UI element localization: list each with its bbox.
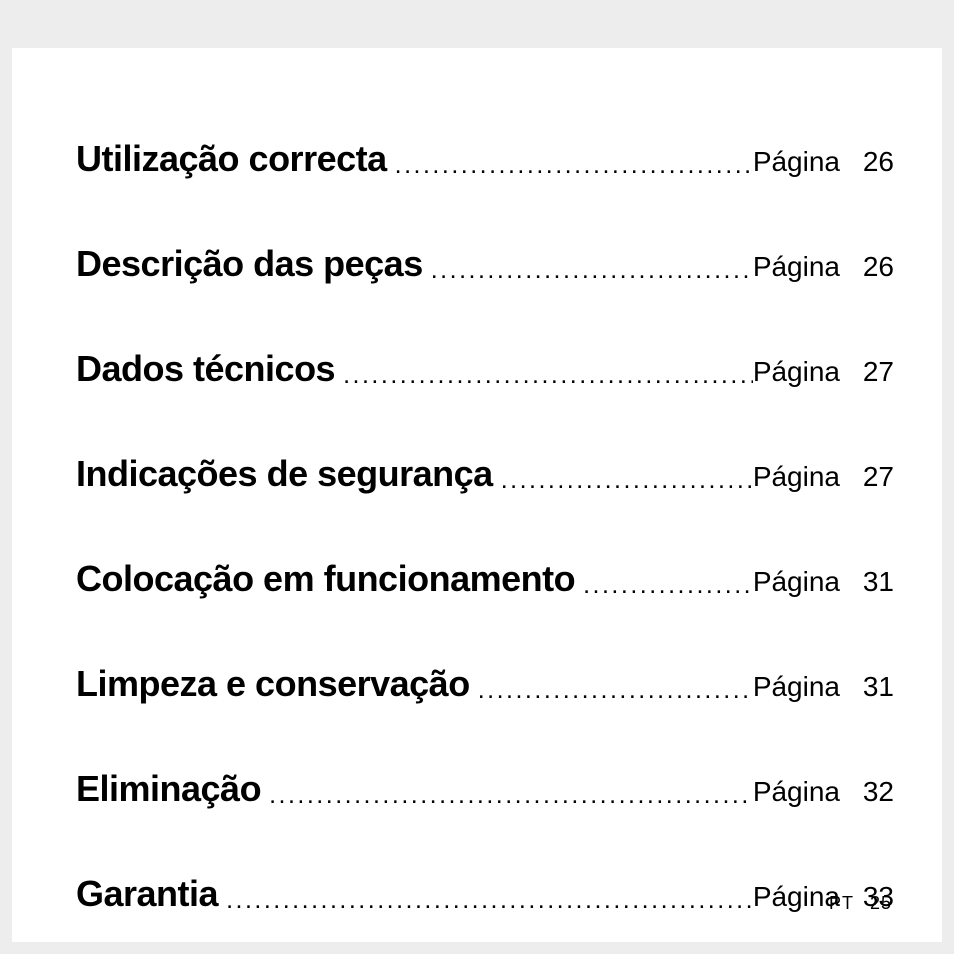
toc-title: Utilização correcta xyxy=(76,138,387,180)
toc-leader-dots xyxy=(387,151,753,180)
toc-leader-dots xyxy=(493,466,753,495)
toc-title: Eliminação xyxy=(76,768,261,810)
page-footer: PT 25 xyxy=(829,893,892,914)
toc-title: Garantia xyxy=(76,873,218,915)
toc-page-number: 31 xyxy=(850,671,894,703)
toc-page-label: Página xyxy=(753,251,850,283)
toc-leader-dots xyxy=(423,256,753,285)
toc-page-label: Página xyxy=(753,671,850,703)
toc-page-number: 26 xyxy=(850,251,894,283)
toc-page-number: 27 xyxy=(850,461,894,493)
toc-row: Colocação em funcionamento Página 31 xyxy=(76,558,894,600)
toc-page-label: Página xyxy=(753,461,850,493)
footer-language-code: PT xyxy=(829,893,864,913)
toc-page-label: Página xyxy=(753,566,850,598)
toc-title: Indicações de segurança xyxy=(76,453,493,495)
toc-row: Indicações de segurança Página 27 xyxy=(76,453,894,495)
toc-row: Garantia Página 33 xyxy=(76,873,894,915)
toc-leader-dots xyxy=(335,361,753,390)
toc-page-number: 27 xyxy=(850,356,894,388)
toc-page-label: Página xyxy=(753,146,850,178)
document-page: Utilização correcta Página 26 Descrição … xyxy=(12,48,942,942)
toc-page-number: 31 xyxy=(850,566,894,598)
toc-row: Dados técnicos Página 27 xyxy=(76,348,894,390)
toc-page-label: Página xyxy=(753,356,850,388)
toc-leader-dots xyxy=(470,676,753,705)
toc-leader-dots xyxy=(575,571,753,600)
toc-row: Utilização correcta Página 26 xyxy=(76,138,894,180)
toc-title: Descrição das peças xyxy=(76,243,423,285)
toc-page-number: 26 xyxy=(850,146,894,178)
toc-title: Colocação em funcionamento xyxy=(76,558,575,600)
toc-leader-dots xyxy=(261,781,753,810)
toc-row: Descrição das peças Página 26 xyxy=(76,243,894,285)
toc-title: Limpeza e conservação xyxy=(76,663,470,705)
toc-leader-dots xyxy=(218,886,753,915)
toc-title: Dados técnicos xyxy=(76,348,335,390)
toc-row: Limpeza e conservação Página 31 xyxy=(76,663,894,705)
footer-page-number: 25 xyxy=(870,893,892,913)
toc-page-label: Página xyxy=(753,776,850,808)
toc-page-number: 32 xyxy=(850,776,894,808)
toc-row: Eliminação Página 32 xyxy=(76,768,894,810)
